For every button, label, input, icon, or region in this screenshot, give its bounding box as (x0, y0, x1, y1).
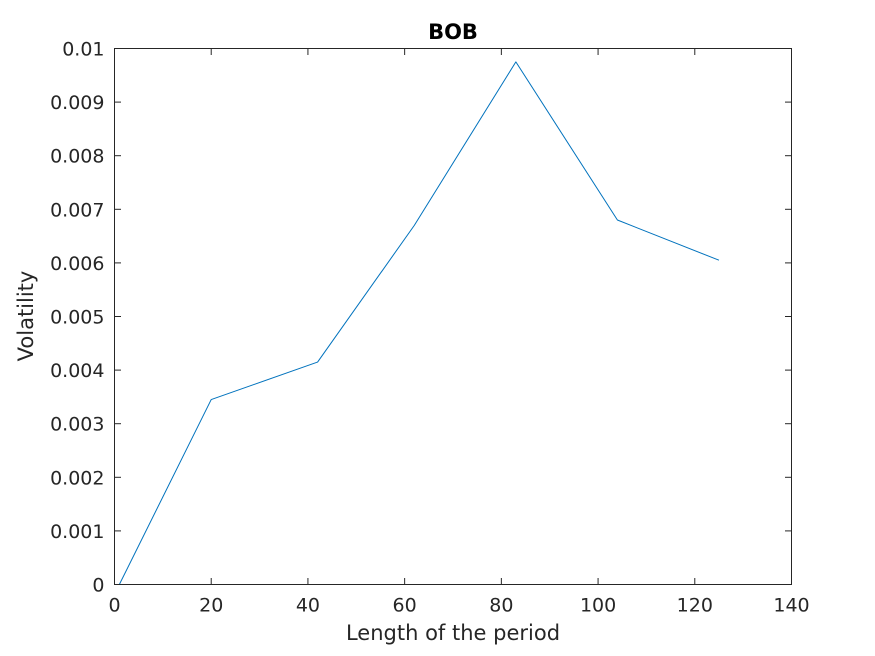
x-tick-label: 120 (677, 595, 713, 617)
y-tick-label: 0.004 (50, 360, 104, 382)
plot-area-frame (114, 48, 792, 585)
y-tick-label: 0 (92, 575, 104, 597)
y-tick-label: 0.006 (50, 253, 104, 275)
chart-title: BOB (428, 20, 478, 44)
x-tick-label: 0 (108, 595, 120, 617)
y-tick-label: 0.001 (50, 521, 104, 543)
y-tick-label: 0.009 (50, 92, 104, 114)
y-tick-label: 0.005 (50, 307, 104, 329)
series-lines (118, 61, 720, 585)
x-tick-label: 80 (489, 595, 513, 617)
x-tick-label: 140 (773, 595, 809, 617)
y-tick-label: 0.002 (50, 467, 104, 489)
x-tick-label: 20 (199, 595, 223, 617)
tick-labels: 0 20 40 60 80 100 120 140 0 0.001 0.002 0.003 0.004 0… (50, 39, 810, 617)
x-axis-label: Length of the period (346, 621, 560, 645)
x-tick-label: 60 (393, 595, 417, 617)
y-axis-label: Volatility (14, 271, 38, 362)
y-tick-label: 0.003 (50, 414, 104, 436)
y-tick-label: 0.01 (62, 39, 104, 61)
series-line-0 (118, 61, 720, 585)
y-tick-label: 0.008 (50, 146, 104, 168)
x-tick-label: 100 (580, 595, 616, 617)
y-tick-label: 0.007 (50, 199, 104, 221)
x-tick-label: 40 (296, 595, 320, 617)
